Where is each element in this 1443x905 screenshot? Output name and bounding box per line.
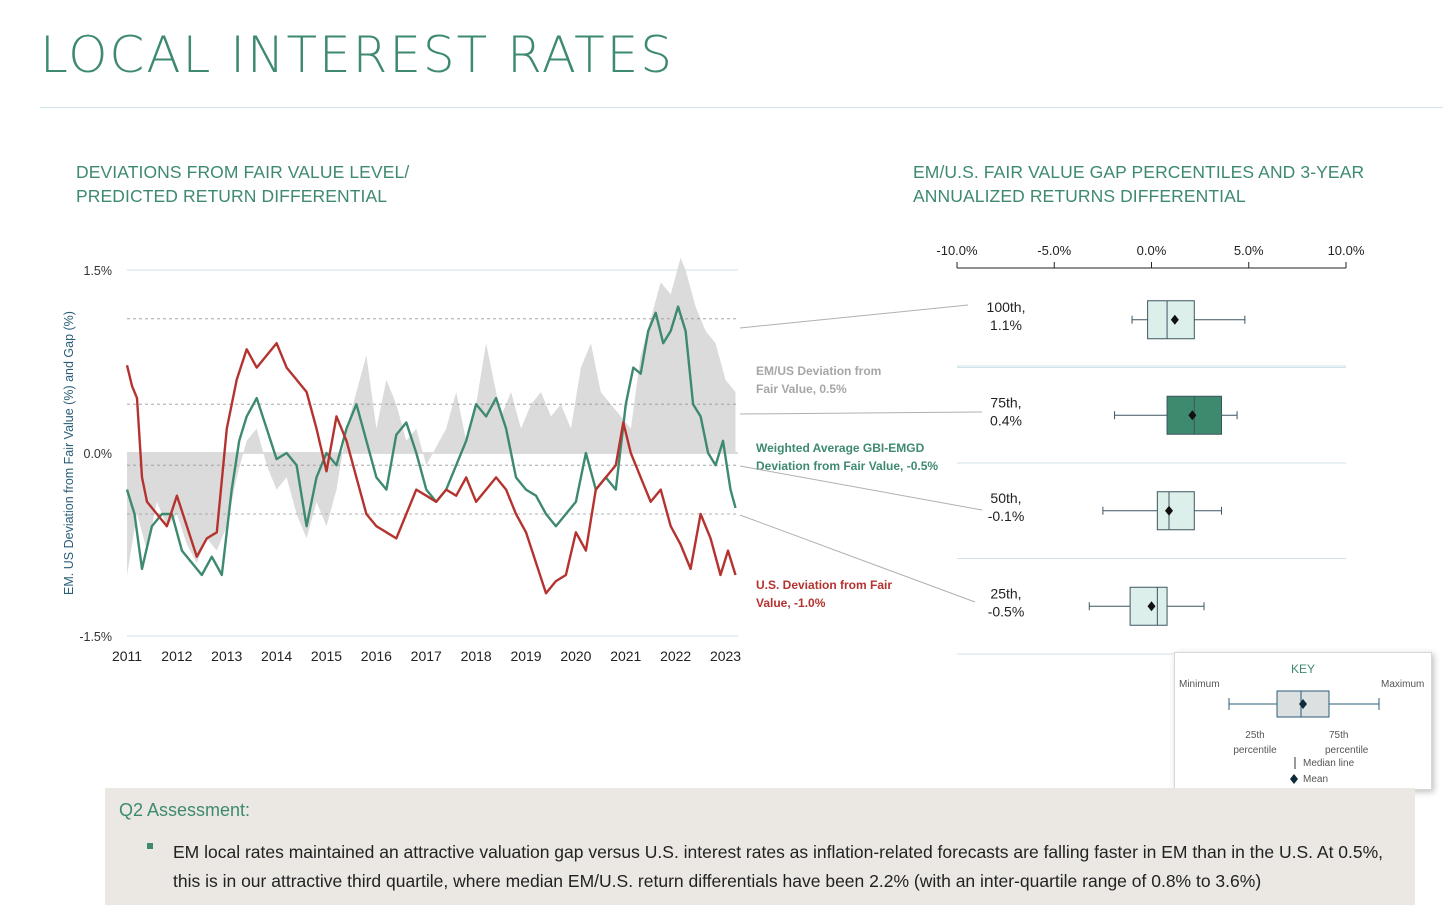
connector-line-2	[739, 465, 983, 511]
key-maximum-label: Maximum	[1381, 679, 1425, 690]
right-chart-title: EM/U.S. FAIR VALUE GAP PERCENTILES AND 3…	[913, 160, 1364, 208]
title-divider	[40, 107, 1443, 108]
key-mean-label: Mean	[1303, 774, 1329, 785]
key-p75-line-1: 75th	[1329, 730, 1349, 741]
series-line-us	[125, 342, 737, 595]
y-tick-label: 0.0%	[84, 447, 113, 461]
key-median-label: Median line	[1303, 758, 1355, 769]
y-axis-label: EM. US Deviation from Fair Value (%) and…	[62, 311, 76, 595]
series-area-em-us-gap	[127, 257, 736, 575]
x-tick-label: 2016	[361, 648, 392, 664]
connector-lines	[739, 304, 983, 603]
box-mean	[1165, 505, 1174, 516]
y-tick-label: 1.5%	[84, 264, 113, 278]
x-tick-label: 2014	[261, 648, 292, 664]
x-tick-label: 2011	[112, 648, 142, 664]
x-tick-label: 2019	[510, 648, 541, 664]
page-title: LOCAL INTEREST RATES	[40, 26, 674, 84]
left-chart-title-line-1: DEVIATIONS FROM FAIR VALUE LEVEL/	[76, 162, 410, 182]
box-mean	[1147, 601, 1156, 612]
key-p75-line-2: percentile	[1325, 745, 1369, 756]
box-x-tick-label: -10.0%	[936, 243, 978, 258]
deviation-line-chart: 1.5% 0.0% -1.5% EM. US Deviation from Fair …	[62, 257, 938, 664]
connector-line-1	[739, 411, 983, 415]
box-x-tick-label: -5.0%	[1037, 243, 1071, 258]
x-tick-label: 2017	[411, 648, 442, 664]
series-label-em-us: EM/US Deviation from Fair Value, 0.5%	[756, 364, 881, 396]
key-sample-box	[1228, 690, 1380, 784]
series-label-us: U.S. Deviation from Fair Value, -1.0%	[756, 578, 892, 610]
key-title: KEY	[1290, 662, 1315, 676]
box-category-label: 50th, -0.1%	[988, 490, 1025, 524]
right-chart-title-line-2: ANNUALIZED RETURNS DIFFERENTIAL	[913, 186, 1246, 206]
x-tick-label: 2022	[660, 648, 691, 664]
assessment-panel: Q2 Assessment: EM local rates maintained…	[105, 788, 1415, 905]
box-iqr	[1156, 491, 1195, 531]
connector-line-3	[739, 514, 976, 603]
left-chart-title-line-2: PREDICTED RETURN DIFFERENTIAL	[76, 186, 388, 206]
bullet-icon	[147, 836, 155, 849]
left-chart-title: DEVIATIONS FROM FAIR VALUE LEVEL/ PREDIC…	[76, 160, 409, 208]
percentile-box-chart: -10.0% -5.0% 0.0% 5.0% 10.0% 100th, 1.1% 75th, 0…	[936, 243, 1365, 655]
x-tick-label: 2023	[710, 648, 741, 664]
key-mean-marker	[1299, 699, 1307, 709]
x-tick-label: 2020	[560, 648, 591, 664]
key-p25-label: 25th percentile	[1227, 728, 1283, 758]
x-tick-label: 2021	[610, 648, 641, 664]
y-tick-label: -1.5%	[79, 630, 112, 644]
right-chart-title-line-1: EM/U.S. FAIR VALUE GAP PERCENTILES AND 3…	[913, 162, 1365, 182]
key-mean-glyph	[1290, 774, 1298, 784]
box-x-tick-label: 10.0%	[1328, 243, 1365, 258]
assessment-title: Q2 Assessment:	[119, 800, 251, 820]
box-plot-key: KEY Minimum Maximum 25th percentile 75th…	[1174, 652, 1432, 790]
x-tick-label: 2013	[211, 648, 242, 664]
x-tick-label: 2018	[461, 648, 492, 664]
key-minimum-label: Minimum	[1179, 679, 1220, 690]
x-tick-label: 2015	[311, 648, 342, 664]
box-x-tick-label: 5.0%	[1234, 243, 1264, 258]
key-p75-label: 75th percentile	[1325, 728, 1368, 758]
box-mean	[1170, 314, 1179, 325]
box-x-tick-label: 0.0%	[1137, 243, 1167, 258]
connector-line-0	[739, 304, 969, 329]
assessment-text: EM local rates maintained an attractive …	[173, 842, 1384, 891]
box-category-label: 100th, 1.1%	[987, 299, 1026, 333]
box-category-label: 25th, -0.5%	[988, 585, 1025, 619]
series-label-gbi-emgd: Weighted Average GBI-EMGD Deviation from …	[756, 441, 938, 473]
key-p25-line-1: 25th	[1245, 730, 1265, 741]
key-p25-line-2: percentile	[1233, 745, 1277, 756]
box-mean	[1188, 410, 1197, 421]
box-category-label: 75th, 0.4%	[990, 394, 1022, 428]
x-tick-label: 2012	[161, 648, 192, 664]
